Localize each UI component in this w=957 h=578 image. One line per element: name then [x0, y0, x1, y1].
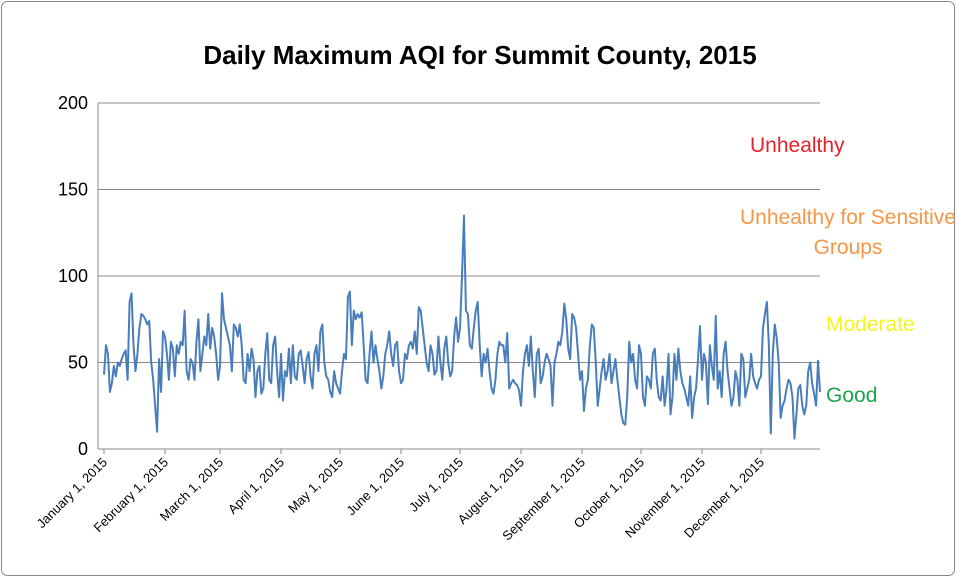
annotation: Unhealthy for Sensitive Groups [740, 206, 956, 259]
chart-title: Daily Maximum AQI for Summit County, 201… [203, 40, 756, 70]
y-tick-label: 200 [58, 93, 88, 113]
data-line [103, 214, 821, 440]
y-tick-label: 50 [68, 353, 88, 373]
y-tick-label: 150 [58, 180, 88, 200]
annotation: Good [826, 384, 878, 407]
y-tick-label: 0 [78, 439, 88, 459]
annotation: Moderate [826, 313, 915, 336]
annotation: Unhealthy [750, 134, 845, 157]
y-tick-label: 100 [58, 266, 88, 286]
